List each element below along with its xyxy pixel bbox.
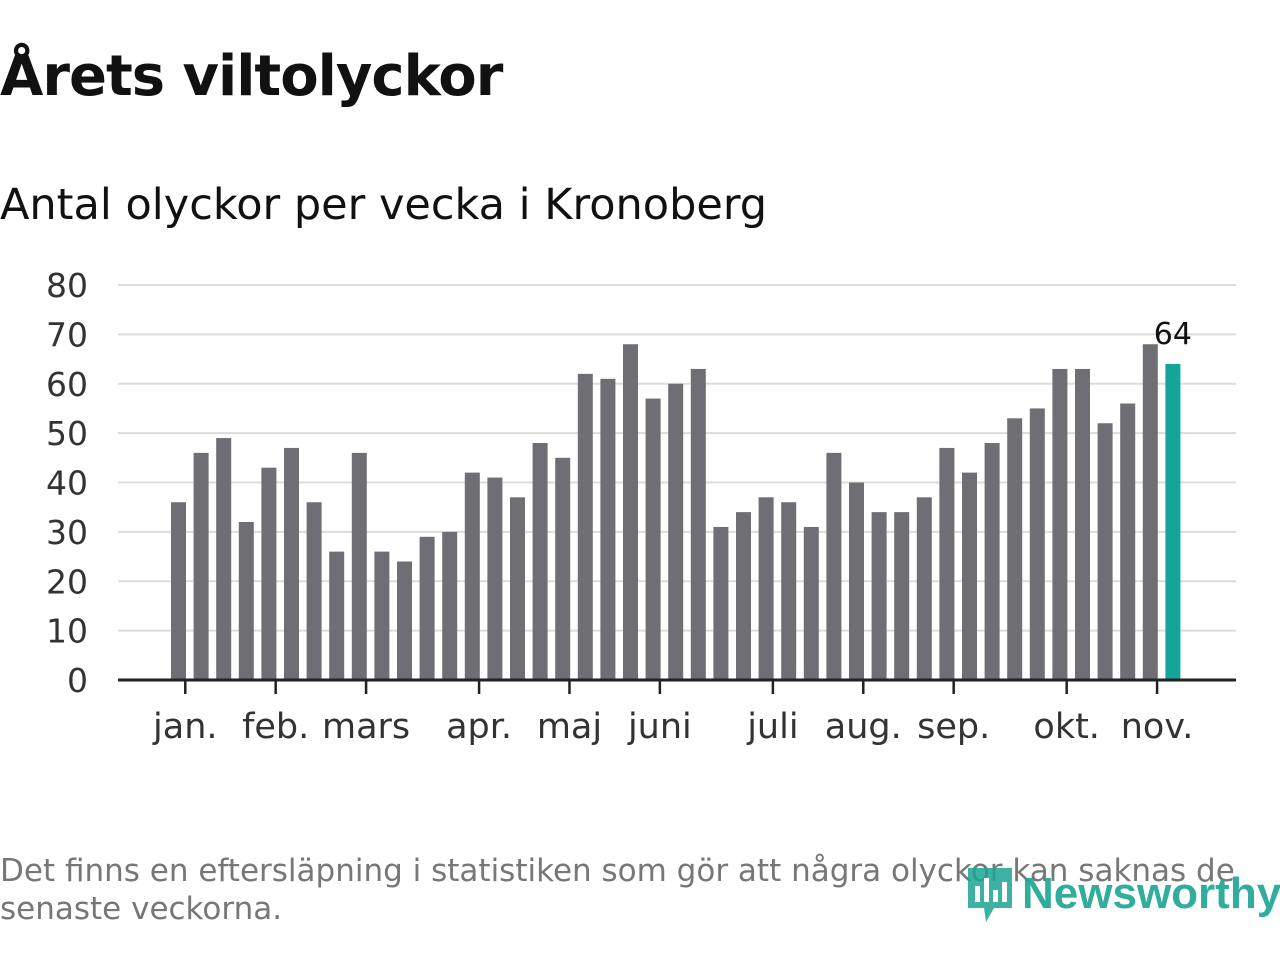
x-tick-label: maj xyxy=(537,707,602,747)
bar xyxy=(510,497,525,680)
bar xyxy=(849,482,864,680)
annotations: 64 xyxy=(1154,317,1192,352)
x-tick-label: apr. xyxy=(446,707,512,747)
bar xyxy=(329,551,345,680)
x-tick-label: nov. xyxy=(1121,707,1194,747)
bar xyxy=(623,344,638,680)
bar xyxy=(1029,408,1045,680)
bar xyxy=(803,526,819,680)
bar xyxy=(1075,368,1090,680)
bar xyxy=(871,512,887,680)
newsworthy-logo-icon xyxy=(968,868,1012,922)
x-tick-label: mars xyxy=(322,707,410,747)
bar xyxy=(713,526,729,680)
brand-logo: Newsworthy xyxy=(964,862,1280,926)
bar xyxy=(442,531,458,680)
bar xyxy=(397,561,412,680)
bar xyxy=(894,512,910,680)
bar xyxy=(171,502,186,680)
bar-latest-week xyxy=(1165,364,1181,680)
bar xyxy=(645,398,661,680)
bar xyxy=(600,378,616,680)
value-label-latest: 64 xyxy=(1154,317,1192,352)
bar xyxy=(238,522,254,680)
bars xyxy=(171,344,1181,680)
bar xyxy=(216,438,232,680)
bar xyxy=(306,502,322,680)
bar xyxy=(261,467,277,680)
brand-name: Newsworthy xyxy=(1022,869,1280,918)
bar xyxy=(487,477,503,680)
bar xyxy=(532,443,548,680)
y-tick-label: 40 xyxy=(46,464,88,503)
bar xyxy=(758,497,774,680)
bar xyxy=(351,452,367,680)
x-axis-ticks: jan. feb. mars apr. maj juni juli aug. sep. okt. n… xyxy=(152,680,1193,747)
x-tick-label: juni xyxy=(627,707,692,747)
y-tick-label: 70 xyxy=(46,315,88,354)
bar xyxy=(984,443,1000,680)
x-tick-label: juli xyxy=(746,707,798,747)
footnote: Det finns en eftersläpning i statistiken… xyxy=(0,853,1235,927)
chart-subtitle: Antal olyckor per vecka i Kronoberg xyxy=(0,180,768,230)
x-tick-label: jan. xyxy=(152,707,217,747)
x-tick-label: okt. xyxy=(1033,707,1100,747)
bar xyxy=(555,457,571,680)
bar xyxy=(374,551,390,680)
x-tick-label: feb. xyxy=(242,707,309,747)
bar xyxy=(1007,418,1023,680)
bar xyxy=(781,502,797,680)
bar xyxy=(284,447,299,680)
bar xyxy=(736,512,751,680)
y-tick-label: 50 xyxy=(46,414,88,453)
x-tick-label: sep. xyxy=(917,707,990,747)
x-tick-label: aug. xyxy=(825,707,902,747)
y-tick-label: 10 xyxy=(46,612,88,651)
bar xyxy=(668,383,684,680)
bar xyxy=(577,373,593,680)
bar-chart: 0 10 20 30 40 50 60 70 80 jan. feb. mars apr. maj jun… xyxy=(46,266,1236,747)
y-tick-label: 60 xyxy=(46,365,88,404)
bar xyxy=(826,452,842,680)
bar xyxy=(690,368,706,680)
y-tick-label: 30 xyxy=(46,513,88,552)
bar xyxy=(962,472,977,680)
y-tick-label: 80 xyxy=(46,266,88,305)
bar xyxy=(1120,403,1136,680)
bar xyxy=(1052,368,1068,680)
bar xyxy=(419,536,435,680)
bar xyxy=(939,447,955,680)
bar xyxy=(1097,423,1113,680)
y-axis-labels: 0 10 20 30 40 50 60 70 80 xyxy=(46,266,88,700)
bar xyxy=(193,452,209,680)
y-tick-label: 20 xyxy=(46,562,88,601)
y-tick-label: 0 xyxy=(67,661,88,700)
bar xyxy=(464,472,480,680)
bar xyxy=(916,497,932,680)
bar xyxy=(1142,344,1158,680)
chart-title: Årets viltolyckor xyxy=(0,44,503,109)
